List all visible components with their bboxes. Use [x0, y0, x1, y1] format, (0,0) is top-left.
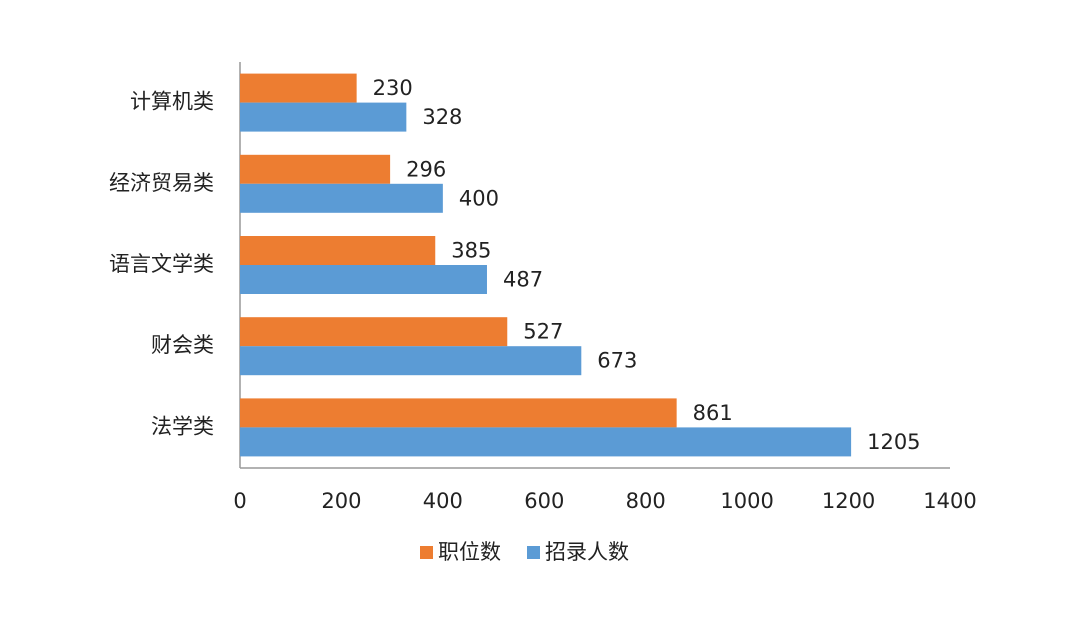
- value-label: 861: [693, 401, 733, 425]
- bar: [240, 236, 436, 265]
- value-label: 673: [597, 349, 637, 373]
- bar: [240, 346, 582, 376]
- y-tick-label: 法学类: [151, 414, 214, 438]
- value-label: 328: [422, 105, 462, 129]
- bar: [240, 317, 508, 347]
- x-tick-label: 800: [626, 489, 666, 513]
- x-tick-label: 0: [233, 489, 246, 513]
- bar: [240, 102, 407, 132]
- legend-label: 招录人数: [545, 540, 629, 564]
- value-label: 385: [451, 239, 491, 263]
- value-label: 527: [523, 320, 563, 344]
- x-tick-label: 200: [321, 489, 361, 513]
- x-tick-label: 1400: [923, 489, 976, 513]
- value-label: 400: [459, 186, 499, 210]
- bar: [240, 398, 677, 428]
- x-tick-label: 400: [423, 489, 463, 513]
- y-tick-label: 经济贸易类: [109, 171, 214, 195]
- x-tick-label: 600: [524, 489, 564, 513]
- value-label: 1205: [867, 430, 920, 454]
- bar: [240, 154, 391, 184]
- bar: [240, 73, 357, 103]
- bar: [240, 183, 443, 213]
- legend-swatch: [420, 546, 433, 559]
- y-tick-label: 计算机类: [130, 90, 214, 114]
- value-label: 487: [503, 268, 543, 292]
- bar: [240, 265, 487, 294]
- value-label: 296: [406, 157, 446, 181]
- y-tick-label: 财会类: [151, 333, 214, 357]
- bar: [240, 427, 852, 457]
- value-label: 230: [373, 76, 413, 100]
- legend-swatch: [527, 546, 540, 559]
- legend-label: 职位数: [438, 540, 501, 564]
- y-tick-label: 语言文学类: [109, 252, 214, 276]
- x-tick-label: 1200: [822, 489, 875, 513]
- x-tick-label: 1000: [720, 489, 773, 513]
